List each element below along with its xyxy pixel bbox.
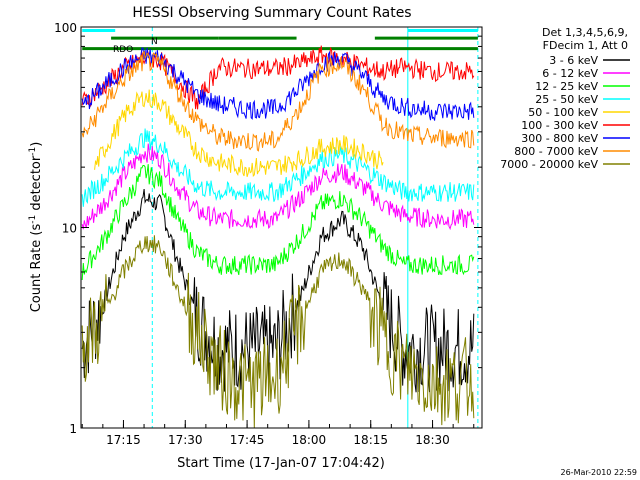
series-4	[94, 89, 384, 178]
x-tick-label-5: 18:30	[415, 433, 450, 447]
timestamp: 26-Mar-2010 22:59	[561, 468, 638, 477]
chart-title: HESSI Observing Summary Count Rates	[132, 5, 411, 21]
series-line-1	[81, 143, 475, 231]
legend: Det 1,3,4,5,6,9,FDecim 1, Att 0 3 - 6 keV…	[500, 26, 630, 171]
x-axis: 17:15 17:30 17:45 18:00 18:15 18:30	[81, 420, 475, 447]
x-tick-label-1: 17:30	[168, 433, 203, 447]
series-6	[81, 47, 475, 121]
x-tick-label-3: 18:00	[292, 433, 327, 447]
series-2	[81, 164, 475, 281]
plot-area	[81, 27, 479, 429]
legend-label-3: 25 - 50 keV	[535, 93, 598, 106]
legend-label-4: 50 - 100 keV	[528, 106, 598, 119]
legend-label-6: 300 - 800 keV	[521, 132, 598, 145]
legend-label-8: 7000 - 20000 keV	[500, 158, 598, 171]
legend-header-0: Det 1,3,4,5,6,9,	[542, 26, 628, 39]
legend-label-0: 3 - 6 keV	[549, 54, 598, 67]
y-axis: 1 10 100	[54, 21, 482, 436]
x-axis-label: Start Time (17-Jan-07 17:04:42)	[177, 456, 385, 471]
legend-label-1: 6 - 12 keV	[542, 67, 598, 80]
series-3	[81, 128, 475, 207]
series-7	[81, 50, 475, 152]
legend-label-2: 12 - 25 keV	[535, 80, 598, 93]
series-1	[81, 143, 475, 231]
series-line-3	[81, 128, 475, 207]
series-line-7	[81, 50, 475, 152]
legend-label-7: 800 - 7000 keV	[514, 145, 598, 158]
series-line-8	[81, 235, 475, 429]
x-tick-label-2: 17:45	[230, 433, 265, 447]
series-line-6	[81, 47, 475, 121]
legend-label-5: 100 - 300 keV	[521, 119, 598, 132]
series-8	[81, 235, 475, 429]
legend-header-1: FDecim 1, Att 0	[543, 39, 628, 52]
series-line-2	[81, 164, 475, 281]
y-axis-label: Count Rate (s-1 detector-1)	[28, 142, 44, 313]
series-line-4	[94, 89, 384, 178]
flag-label-rdo: RDO	[113, 45, 133, 55]
y-tick-label-0: 1	[69, 422, 77, 436]
flag-label-n: N	[151, 37, 158, 47]
y-tick-label-2: 100	[54, 21, 77, 35]
x-tick-label-0: 17:15	[106, 433, 141, 447]
x-tick-label-4: 18:15	[353, 433, 388, 447]
y-tick-label-1: 10	[62, 222, 77, 236]
